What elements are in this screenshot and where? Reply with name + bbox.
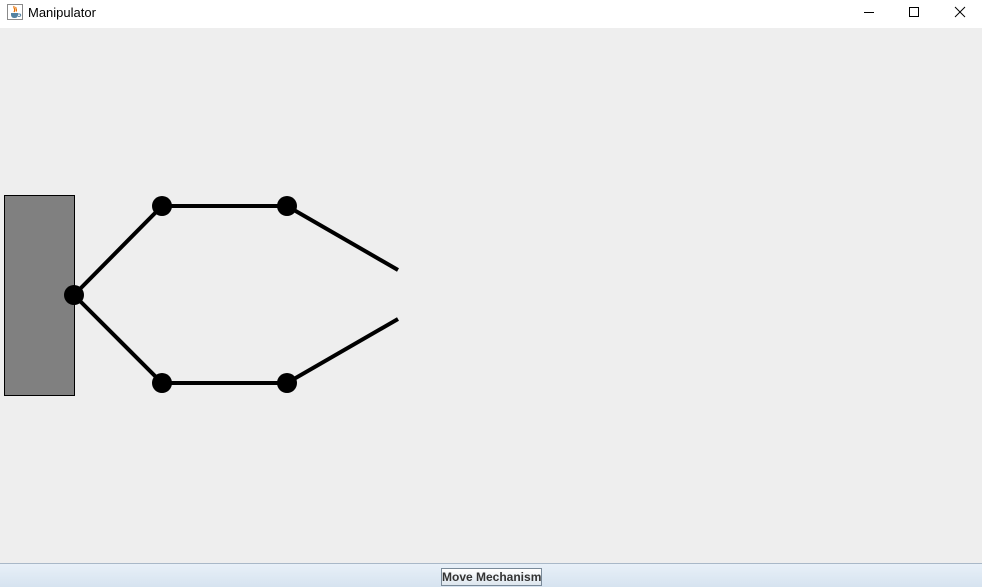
lower-finger [287,319,398,383]
button-panel: Move Mechanism [0,563,982,587]
java-cup-icon [7,4,23,20]
upper-joint-1 [152,196,172,216]
minimize-icon [846,0,892,28]
window-title: Manipulator [28,5,96,21]
title-bar[interactable]: Manipulator [0,0,982,28]
base-block [5,196,75,396]
close-button[interactable] [937,0,982,28]
upper-finger [287,206,398,270]
maximize-button[interactable] [891,0,937,28]
drawing-canvas [0,28,982,563]
close-icon [937,0,982,28]
minimize-button[interactable] [846,0,892,28]
maximize-icon [891,0,937,28]
manipulator-drawing [0,28,982,563]
upper-link-1 [74,206,162,295]
move-mechanism-button[interactable]: Move Mechanism [441,568,542,586]
lower-link-1 [74,295,162,383]
lower-joint-2 [277,373,297,393]
lower-joint-1 [152,373,172,393]
base-joint [64,285,84,305]
upper-joint-2 [277,196,297,216]
